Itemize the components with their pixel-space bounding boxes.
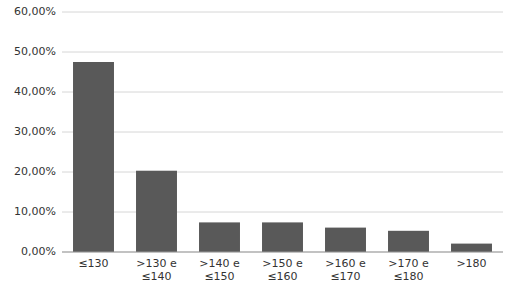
- x-axis-line: [62, 252, 503, 253]
- grid-line: [62, 132, 503, 133]
- grid-line: [62, 252, 503, 253]
- chart-svg: 0,00% 10,00% 20,00% 30,00% 40,00% 50,00% 60,00…: [0, 0, 515, 298]
- x-tick-label-line: ≤150: [204, 270, 234, 283]
- x-tick-label-line: >170 e: [388, 257, 429, 270]
- y-tick-label: 60,00%: [14, 5, 56, 18]
- x-tick-label-line: >160 e: [325, 257, 366, 270]
- bar: [388, 231, 429, 252]
- x-tick-label-line: >140 e: [199, 257, 240, 270]
- x-tick-label-line: ≤140: [141, 270, 171, 283]
- x-tick-label: >130 e≤140: [136, 257, 177, 283]
- bar: [73, 62, 114, 252]
- x-tick-label: >170 e≤180: [388, 257, 429, 283]
- grid-line: [62, 12, 503, 13]
- x-tick-label: >160 e≤170: [325, 257, 366, 283]
- y-tick-label: 10,00%: [14, 205, 56, 218]
- y-axis: 0,00% 10,00% 20,00% 30,00% 40,00% 50,00% 60,00…: [14, 5, 56, 258]
- x-tick-label-line: >130 e: [136, 257, 177, 270]
- grid-line: [62, 52, 503, 53]
- x-tick-label: >150 e≤160: [262, 257, 303, 283]
- x-axis: ≤130 >130 e≤140 >140 e≤150 >150 e≤160 >160 e…: [62, 252, 503, 283]
- chart-container: 0,00% 10,00% 20,00% 30,00% 40,00% 50,00% 60,00…: [0, 0, 515, 298]
- x-tick-label: ≤130: [78, 257, 108, 270]
- bar: [136, 171, 177, 252]
- y-tick-label: 20,00%: [14, 165, 56, 178]
- grid: [62, 12, 503, 252]
- x-tick-label-line: ≤180: [393, 270, 423, 283]
- y-tick-label: 0,00%: [21, 245, 56, 258]
- y-tick-label: 30,00%: [14, 125, 56, 138]
- x-tick-label-line: >180: [456, 257, 486, 270]
- x-tick-label-line: ≤160: [267, 270, 297, 283]
- x-tick-label: >140 e≤150: [199, 257, 240, 283]
- bar: [262, 222, 303, 252]
- y-tick-label: 50,00%: [14, 45, 56, 58]
- bar: [451, 244, 492, 252]
- y-tick-label: 40,00%: [14, 85, 56, 98]
- x-tick-label-line: ≤130: [78, 257, 108, 270]
- x-tick-label-line: >150 e: [262, 257, 303, 270]
- bar: [199, 222, 240, 252]
- bars: [73, 62, 492, 252]
- x-tick-label: >180: [456, 257, 486, 270]
- grid-line: [62, 212, 503, 213]
- grid-line: [62, 92, 503, 93]
- grid-line: [62, 172, 503, 173]
- bar: [325, 228, 366, 252]
- x-tick-label-line: ≤170: [330, 270, 360, 283]
